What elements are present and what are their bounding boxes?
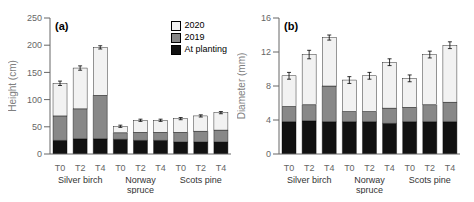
svg-text:T4: T4 xyxy=(445,163,456,173)
html-text:At planting: At planting xyxy=(184,44,227,54)
svg-text:T2: T2 xyxy=(425,163,436,173)
svg-text:T2: T2 xyxy=(135,163,146,173)
svg-text:T2: T2 xyxy=(364,163,375,173)
svg-text:Scots pine: Scots pine xyxy=(180,175,222,185)
svg-text:T4: T4 xyxy=(155,163,166,173)
html-text:2020: 2020 xyxy=(184,20,205,30)
svg-text:0: 0 xyxy=(266,149,271,159)
svg-text:Norway: Norway xyxy=(354,175,385,185)
svg-text:150: 150 xyxy=(27,68,42,78)
svg-text:Scots pine: Scots pine xyxy=(409,175,451,185)
svg-text:T2: T2 xyxy=(304,163,315,173)
svg-text:T0: T0 xyxy=(115,163,126,173)
svg-text:T2: T2 xyxy=(75,163,86,173)
svg-text:200: 200 xyxy=(27,40,42,50)
html-text:2019: 2019 xyxy=(184,32,205,42)
svg-text:100: 100 xyxy=(27,95,42,105)
svg-text:T0: T0 xyxy=(344,163,355,173)
svg-text:250: 250 xyxy=(27,13,42,23)
svg-text:T4: T4 xyxy=(216,163,227,173)
svg-text:0: 0 xyxy=(37,149,42,159)
svg-text:T0: T0 xyxy=(404,163,415,173)
svg-text:T2: T2 xyxy=(196,163,207,173)
svg-text:Silver birch: Silver birch xyxy=(287,175,332,185)
svg-text:8: 8 xyxy=(266,81,271,91)
svg-text:Height (cm): Height (cm) xyxy=(8,60,18,112)
svg-text:Silver birch: Silver birch xyxy=(58,175,103,185)
svg-text:spruce: spruce xyxy=(127,185,154,194)
svg-text:T4: T4 xyxy=(324,163,335,173)
svg-text:Diameter (mm): Diameter (mm) xyxy=(237,53,247,120)
svg-text:50: 50 xyxy=(32,122,42,132)
html-text:(a): (a) xyxy=(55,20,69,32)
svg-text:T0: T0 xyxy=(55,163,66,173)
svg-text:T4: T4 xyxy=(95,163,106,173)
svg-text:T4: T4 xyxy=(384,163,395,173)
svg-text:Norway: Norway xyxy=(125,175,156,185)
html-text:(b): (b) xyxy=(284,20,298,32)
svg-text:4: 4 xyxy=(266,115,271,125)
svg-text:16: 16 xyxy=(261,13,271,23)
svg-text:T0: T0 xyxy=(284,163,295,173)
svg-text:T0: T0 xyxy=(175,163,186,173)
svg-text:12: 12 xyxy=(261,47,271,57)
svg-text:spruce: spruce xyxy=(356,185,383,194)
